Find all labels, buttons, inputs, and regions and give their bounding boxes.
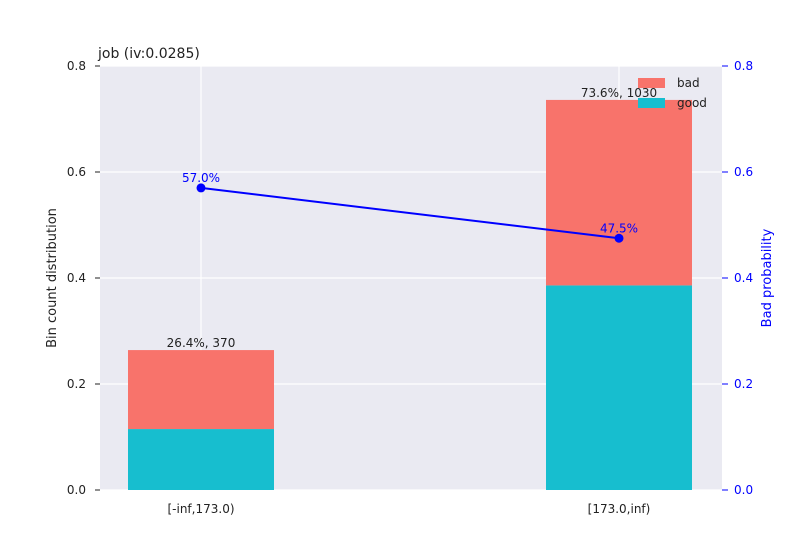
chart-title: job (iv:0.0285) [97, 46, 200, 62]
legend-label-good: good [677, 96, 707, 110]
bar-total-label: 26.4%, 370 [167, 336, 236, 350]
probability-label: 57.0% [182, 171, 220, 185]
probability-point [614, 233, 624, 243]
y2-tick-label: 0.2 [734, 377, 753, 391]
axes: 0.0 0.2 0.4 0.6 0.8 0.0 0.2 0.4 0.6 0.8 [-inf,173.… [67, 59, 753, 516]
legend-label-bad: bad [677, 76, 700, 90]
y-tick-label: 0.0 [67, 483, 86, 497]
legend-swatch-good [638, 98, 665, 108]
probability-line [200, 186, 620, 240]
bar-good [128, 429, 274, 490]
bars: 26.4%, 370 73.6%, 1030 [128, 86, 692, 490]
bar-good [546, 285, 692, 490]
y2-tick-label: 0.4 [734, 271, 753, 285]
bad-probability-line: 57.0% 47.5% [182, 171, 638, 243]
legend: bad good [638, 76, 707, 110]
y-tick-label: 0.6 [67, 165, 86, 179]
y2-tick-label: 0.0 [734, 483, 753, 497]
y2-tick-label: 0.8 [734, 59, 753, 73]
y-tick-label: 0.4 [67, 271, 86, 285]
bar-bad [128, 350, 274, 430]
probability-point [196, 183, 206, 193]
y2-axis-label: Bad probability [760, 228, 775, 327]
y2-tick-label: 0.6 [734, 165, 753, 179]
x-tick-label: [173.0,inf) [588, 502, 651, 516]
legend-swatch-bad [638, 78, 665, 88]
y-axis-label: Bin count distribution [45, 208, 60, 348]
probability-label: 47.5% [600, 221, 638, 235]
y-tick-label: 0.8 [67, 59, 86, 73]
bar-total-label: 73.6%, 1030 [581, 86, 657, 100]
y-tick-label: 0.2 [67, 377, 86, 391]
bar-bad [546, 99, 692, 286]
x-tick-label: [-inf,173.0) [167, 502, 234, 516]
